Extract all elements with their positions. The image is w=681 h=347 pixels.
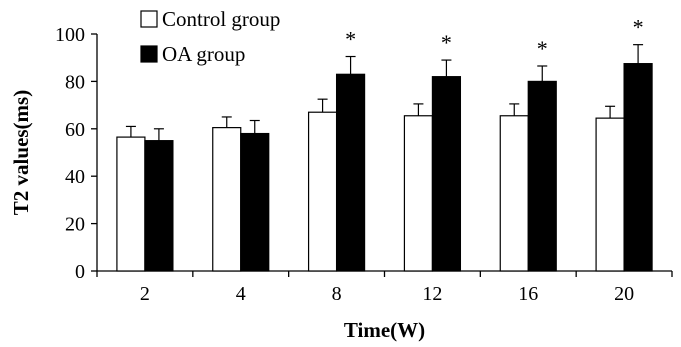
- legend: Control group OA group: [141, 7, 280, 66]
- y-tick-label: 80: [65, 71, 85, 93]
- x-tick-label: 16: [518, 283, 538, 305]
- legend-swatch-oa-group: [141, 46, 157, 62]
- bar-control-16: [500, 116, 528, 271]
- y-tick-label: 60: [65, 119, 85, 141]
- bar-control-2: [117, 137, 145, 271]
- significance-asterisk: *: [537, 36, 548, 61]
- legend-swatch-control-group: [141, 11, 157, 27]
- bar-oa-8: [337, 74, 365, 271]
- y-tick-label: 0: [75, 261, 85, 283]
- x-tick-label: 8: [332, 283, 342, 305]
- significance-asterisk: *: [633, 15, 644, 40]
- legend-label-oa-group: OA group: [162, 42, 245, 66]
- significance-asterisk: *: [345, 27, 356, 52]
- y-tick-label: 20: [65, 214, 85, 236]
- x-tick-label: 2: [140, 283, 150, 305]
- x-axis-title: Time(W): [344, 318, 425, 342]
- x-axis: 2 4 8 12 16 20: [97, 271, 672, 305]
- x-tick-label: 12: [422, 283, 442, 305]
- x-tick-label: 4: [236, 283, 246, 305]
- significance-asterisk: *: [441, 30, 452, 55]
- y-tick-label: 40: [65, 166, 85, 188]
- bars: [117, 64, 652, 271]
- y-tick-label: 100: [55, 24, 85, 46]
- bar-control-4: [213, 128, 241, 271]
- legend-label-control-group: Control group: [162, 7, 280, 31]
- bar-control-12: [404, 116, 432, 271]
- bar-oa-16: [528, 81, 556, 271]
- bar-oa-12: [432, 77, 460, 271]
- y-axis-title: T2 values(ms): [9, 90, 33, 215]
- bar-control-20: [596, 118, 624, 271]
- x-tick-label: 20: [614, 283, 634, 305]
- bar-oa-20: [624, 64, 652, 271]
- y-axis: 0 20 40 60 80 100: [55, 24, 97, 283]
- bar-oa-4: [241, 134, 269, 271]
- bar-oa-2: [145, 141, 173, 271]
- bar-control-8: [309, 112, 337, 271]
- significance-marks: * * * *: [345, 15, 643, 61]
